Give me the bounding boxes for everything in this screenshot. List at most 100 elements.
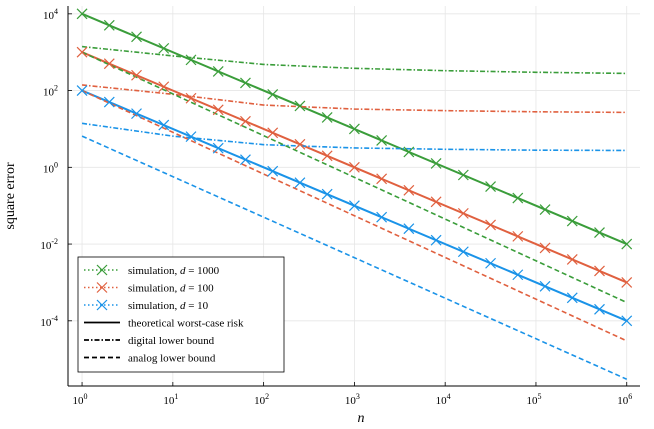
marker-markers-d100 bbox=[185, 92, 197, 104]
y-tick-label: 102 bbox=[43, 84, 58, 99]
x-axis-title: n bbox=[358, 411, 365, 426]
marker-markers-d100 bbox=[485, 219, 496, 231]
marker-markers-d100 bbox=[103, 58, 115, 70]
marker-markers-d100 bbox=[348, 161, 360, 173]
marker-markers-d10 bbox=[430, 234, 442, 246]
marker-markers-d1000 bbox=[158, 42, 170, 54]
marker-markers-d100 bbox=[539, 242, 551, 254]
y-tick-labels: 10-4 10-2 100 102 104 bbox=[40, 7, 58, 329]
marker-markers-d1000 bbox=[240, 77, 251, 89]
x-tick-label: 106 bbox=[617, 392, 632, 407]
marker-markers-d10 bbox=[185, 131, 197, 143]
marker-markers-d1000 bbox=[348, 123, 360, 135]
marker-markers-d1000 bbox=[103, 19, 115, 31]
marker-markers-d1000 bbox=[539, 204, 551, 215]
marker-markers-d10 bbox=[240, 154, 251, 166]
marker-markers-d100 bbox=[131, 69, 142, 81]
axes bbox=[67, 6, 640, 387]
x-tick-labels: 100 101 102 103 104 105 106 bbox=[73, 392, 633, 407]
marker-markers-d100 bbox=[158, 81, 170, 93]
legend-item: analog lower bound bbox=[84, 353, 216, 365]
legend-item: simulation, d = 100 bbox=[84, 282, 214, 295]
marker-markers-d1000 bbox=[403, 146, 415, 158]
marker-markers-d100 bbox=[566, 253, 578, 265]
marker-markers-d10 bbox=[512, 269, 524, 281]
legend-label: simulation, d = 100 bbox=[128, 283, 214, 295]
legend: simulation, d = 1000 simulation, d = 100 s… bbox=[77, 256, 285, 373]
marker-markers-d1000 bbox=[457, 169, 469, 181]
marker-markers-d100 bbox=[594, 265, 605, 277]
legend-item: simulation, d = 1000 bbox=[84, 264, 220, 277]
marker-markers-d10 bbox=[403, 223, 415, 235]
series-line-dashdot-d10 bbox=[81, 122, 627, 152]
y-tick-label: 10-4 bbox=[40, 314, 58, 329]
marker-markers-d1000 bbox=[294, 100, 306, 112]
marker-markers-d1000 bbox=[212, 65, 224, 77]
marker-markers-d100 bbox=[321, 150, 333, 162]
marker-markers-d1000 bbox=[512, 192, 524, 204]
marker-markers-d1000 bbox=[267, 88, 279, 100]
marker-markers-d100 bbox=[621, 277, 633, 288]
y-tick-label: 100 bbox=[43, 160, 58, 175]
marker-markers-d10 bbox=[212, 142, 224, 154]
marker-markers-d1000 bbox=[485, 181, 496, 192]
legend-label: analog lower bound bbox=[128, 353, 216, 365]
x-tick-label: 102 bbox=[254, 392, 269, 407]
legend-swatch-marker bbox=[96, 282, 108, 293]
marker-markers-d100 bbox=[267, 127, 279, 139]
legend-item: theoretical worst-case risk bbox=[84, 318, 244, 330]
legend-label: simulation, d = 10 bbox=[128, 300, 209, 312]
y-tick-label: 104 bbox=[43, 7, 58, 22]
marker-markers-d1000 bbox=[621, 238, 633, 250]
x-tick-label: 104 bbox=[436, 392, 451, 407]
legend-item: digital lower bound bbox=[84, 335, 215, 347]
marker-markers-d100 bbox=[403, 184, 415, 196]
x-tick-label: 100 bbox=[73, 392, 88, 407]
marker-markers-d100 bbox=[240, 115, 251, 127]
marker-markers-d100 bbox=[512, 230, 524, 242]
marker-markers-d100 bbox=[212, 104, 224, 116]
y-axis-title: square error bbox=[3, 162, 18, 230]
marker-markers-d10 bbox=[594, 303, 605, 315]
marker-markers-d10 bbox=[294, 177, 306, 189]
marker-markers-d10 bbox=[158, 119, 170, 131]
marker-markers-d10 bbox=[267, 165, 279, 177]
marker-markers-d1000 bbox=[185, 54, 197, 66]
marker-markers-d1000 bbox=[321, 112, 333, 123]
series-line-dashed-d10 bbox=[81, 135, 628, 380]
marker-markers-d1000 bbox=[430, 158, 442, 169]
marker-markers-d10 bbox=[566, 292, 578, 304]
series-markers bbox=[76, 8, 633, 327]
marker-markers-d10 bbox=[621, 315, 633, 327]
marker-markers-d10 bbox=[539, 280, 551, 292]
marker-markers-d10 bbox=[348, 200, 360, 212]
marker-markers-d1000 bbox=[566, 215, 578, 227]
marker-markers-d10 bbox=[457, 246, 469, 258]
marker-markers-d1000 bbox=[376, 135, 388, 146]
grid bbox=[68, 6, 640, 386]
marker-markers-d100 bbox=[430, 196, 442, 208]
series-line-dashed-d100 bbox=[81, 89, 628, 342]
series-line-dashdot-d1000 bbox=[81, 45, 627, 75]
legend-item: simulation, d = 10 bbox=[84, 299, 209, 312]
x-tick-label: 101 bbox=[163, 392, 178, 407]
marker-markers-d1000 bbox=[76, 8, 88, 20]
x-tick-label: 103 bbox=[345, 392, 360, 407]
marker-markers-d1000 bbox=[131, 31, 142, 43]
marker-markers-d100 bbox=[76, 46, 88, 58]
marker-markers-d1000 bbox=[594, 227, 605, 238]
marker-markers-d100 bbox=[457, 207, 469, 219]
legend-swatch-marker bbox=[96, 264, 108, 276]
legend-swatch-marker bbox=[96, 299, 108, 311]
legend-box bbox=[77, 256, 285, 373]
marker-markers-d10 bbox=[485, 257, 496, 269]
legend-label: theoretical worst-case risk bbox=[128, 318, 244, 330]
marker-markers-d10 bbox=[103, 96, 115, 108]
marker-markers-d10 bbox=[321, 188, 333, 200]
marker-markers-d10 bbox=[76, 85, 88, 97]
legend-label: simulation, d = 1000 bbox=[128, 265, 220, 277]
marker-markers-d10 bbox=[131, 108, 142, 120]
series-line-dashed-d1000 bbox=[81, 51, 628, 304]
marker-markers-d100 bbox=[294, 138, 306, 150]
